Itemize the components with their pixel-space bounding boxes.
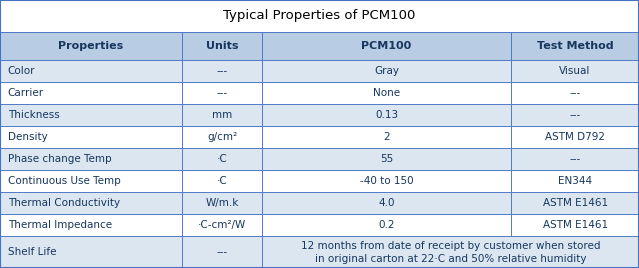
Bar xyxy=(262,170,511,192)
Text: EN344: EN344 xyxy=(558,176,592,186)
Bar xyxy=(0,104,182,126)
Bar xyxy=(0,0,639,32)
Text: ·C: ·C xyxy=(217,154,227,164)
Text: Units: Units xyxy=(206,41,238,51)
Text: ASTM D792: ASTM D792 xyxy=(545,132,605,142)
Bar xyxy=(511,60,639,82)
Bar xyxy=(262,214,511,236)
Bar xyxy=(262,126,511,148)
Text: 0.13: 0.13 xyxy=(375,110,398,120)
Text: Visual: Visual xyxy=(559,66,591,76)
Text: 12 months from date of receipt by customer when stored
in original carton at 22·: 12 months from date of receipt by custom… xyxy=(301,241,600,264)
Bar xyxy=(182,104,262,126)
Bar xyxy=(0,32,182,60)
Bar xyxy=(182,236,262,268)
Bar xyxy=(262,32,511,60)
Bar xyxy=(0,126,182,148)
Text: mm: mm xyxy=(212,110,232,120)
Text: ·C: ·C xyxy=(217,176,227,186)
Bar xyxy=(182,192,262,214)
Text: ASTM E1461: ASTM E1461 xyxy=(543,220,608,230)
Text: W/m.k: W/m.k xyxy=(205,198,239,208)
Text: Color: Color xyxy=(8,66,35,76)
Bar xyxy=(182,126,262,148)
Text: 0.2: 0.2 xyxy=(378,220,395,230)
Bar xyxy=(511,148,639,170)
Bar xyxy=(511,126,639,148)
Bar xyxy=(262,148,511,170)
Bar xyxy=(0,192,182,214)
Text: Shelf Life: Shelf Life xyxy=(8,247,56,257)
Bar xyxy=(0,214,182,236)
Bar xyxy=(0,170,182,192)
Bar xyxy=(0,236,182,268)
Bar xyxy=(262,60,511,82)
Text: ---: --- xyxy=(217,247,227,257)
Bar xyxy=(262,104,511,126)
Text: PCM100: PCM100 xyxy=(362,41,412,51)
Bar xyxy=(262,82,511,104)
Bar xyxy=(511,214,639,236)
Bar xyxy=(182,82,262,104)
Bar xyxy=(182,32,262,60)
Bar xyxy=(182,214,262,236)
Text: Continuous Use Temp: Continuous Use Temp xyxy=(8,176,120,186)
Text: 55: 55 xyxy=(380,154,393,164)
Text: None: None xyxy=(373,88,400,98)
Text: ---: --- xyxy=(217,66,227,76)
Bar xyxy=(0,148,182,170)
Text: Density: Density xyxy=(8,132,47,142)
Text: Phase change Temp: Phase change Temp xyxy=(8,154,111,164)
Text: g/cm²: g/cm² xyxy=(207,132,237,142)
Text: 4.0: 4.0 xyxy=(378,198,395,208)
Text: Typical Properties of PCM100: Typical Properties of PCM100 xyxy=(223,9,416,22)
Bar xyxy=(182,170,262,192)
Bar xyxy=(511,32,639,60)
Text: ASTM E1461: ASTM E1461 xyxy=(543,198,608,208)
Bar xyxy=(511,104,639,126)
Text: Gray: Gray xyxy=(374,66,399,76)
Bar xyxy=(262,236,639,268)
Text: ·C-cm²/W: ·C-cm²/W xyxy=(198,220,246,230)
Text: ---: --- xyxy=(217,88,227,98)
Text: Thermal Conductivity: Thermal Conductivity xyxy=(8,198,119,208)
Text: ---: --- xyxy=(569,154,581,164)
Bar xyxy=(0,82,182,104)
Text: -40 to 150: -40 to 150 xyxy=(360,176,413,186)
Text: Thermal Impedance: Thermal Impedance xyxy=(8,220,112,230)
Bar xyxy=(511,170,639,192)
Bar xyxy=(511,192,639,214)
Bar xyxy=(182,148,262,170)
Text: ---: --- xyxy=(569,88,581,98)
Bar xyxy=(262,192,511,214)
Text: Test Method: Test Method xyxy=(537,41,613,51)
Text: Properties: Properties xyxy=(58,41,124,51)
Text: ---: --- xyxy=(569,110,581,120)
Bar xyxy=(0,60,182,82)
Bar xyxy=(511,82,639,104)
Text: 2: 2 xyxy=(383,132,390,142)
Bar xyxy=(182,60,262,82)
Text: Thickness: Thickness xyxy=(8,110,59,120)
Text: Carrier: Carrier xyxy=(8,88,44,98)
